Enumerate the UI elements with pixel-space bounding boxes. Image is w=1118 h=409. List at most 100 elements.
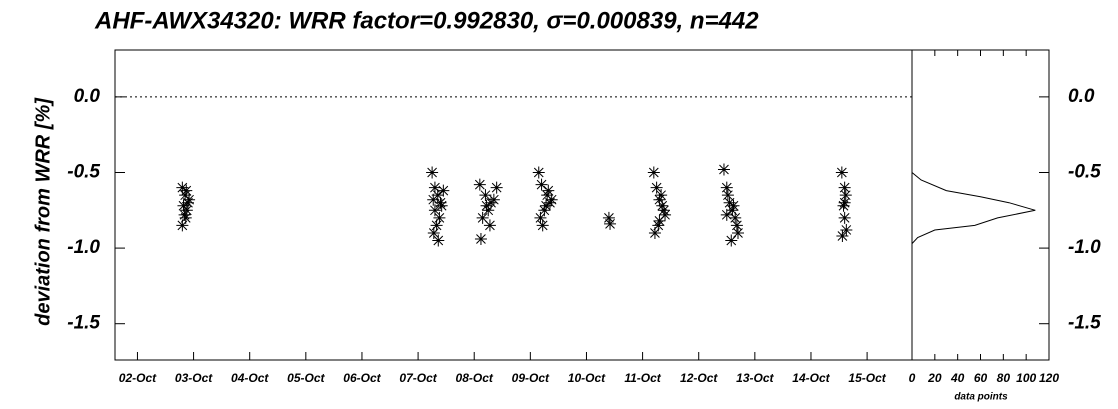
data-point — [538, 204, 551, 217]
data-point — [176, 181, 189, 194]
data-point — [657, 204, 670, 217]
x-tick-label: 100 — [1016, 371, 1036, 385]
x-tick-label: 15-Oct — [848, 371, 886, 385]
data-point — [543, 196, 556, 209]
data-point — [534, 211, 547, 224]
data-point — [428, 204, 441, 217]
data-point — [177, 199, 190, 212]
chart-title: AHF-AWX34320: WRR factor=0.992830, σ=0.0… — [94, 7, 759, 34]
data-point — [648, 226, 661, 239]
data-point — [435, 199, 448, 212]
x-tick-label: 60 — [974, 371, 988, 385]
data-point — [721, 189, 734, 202]
y-tick-label: 0.0 — [1068, 86, 1095, 107]
data-point — [650, 181, 663, 194]
data-point — [837, 199, 850, 212]
x-tick-label: 120 — [1039, 371, 1059, 385]
data-point — [427, 193, 440, 206]
data-point — [604, 217, 617, 230]
histogram-line — [911, 172, 1036, 244]
x-tick-label: 02-Oct — [119, 371, 157, 385]
data-point — [483, 219, 496, 232]
data-point — [431, 189, 444, 202]
data-point — [176, 219, 189, 232]
data-point — [838, 211, 851, 224]
data-point — [656, 199, 669, 212]
data-point — [532, 166, 545, 179]
histogram-frame — [911, 49, 1050, 361]
data-point — [540, 199, 553, 212]
data-point — [720, 208, 733, 221]
data-point — [180, 184, 193, 197]
data-point — [727, 199, 740, 212]
x-tick-label: 80 — [997, 371, 1011, 385]
data-point — [482, 204, 495, 217]
x-tick-label: 20 — [927, 371, 942, 385]
x-axis-label: data points — [954, 392, 1008, 403]
x-tick-label: 10-Oct — [568, 371, 606, 385]
data-point — [838, 181, 851, 194]
x-tick-label: 12-Oct — [680, 371, 718, 385]
data-point — [426, 166, 439, 179]
y-tick-label: -0.5 — [1068, 162, 1101, 183]
data-point — [545, 193, 558, 206]
data-point — [542, 184, 555, 197]
data-point — [653, 193, 666, 206]
x-tick-label: 03-Oct — [175, 371, 213, 385]
data-point — [720, 181, 733, 194]
data-point — [434, 196, 447, 209]
data-point — [178, 208, 191, 221]
x-tick-label: 40 — [950, 371, 965, 385]
data-point — [726, 204, 739, 217]
y-axis-label: deviation from WRR [%] — [32, 97, 54, 326]
data-point — [659, 208, 672, 221]
y-tick-label: -1.5 — [67, 313, 100, 334]
data-point — [432, 234, 445, 247]
x-tick-label: 0 — [909, 371, 916, 385]
data-point — [652, 219, 665, 232]
data-point — [839, 189, 852, 202]
data-point — [602, 211, 615, 224]
data-point — [535, 178, 548, 191]
x-tick-label: 04-Oct — [231, 371, 269, 385]
data-point — [647, 166, 660, 179]
data-point — [487, 193, 500, 206]
x-tick-label: 11-Oct — [624, 371, 661, 385]
data-point — [183, 193, 196, 206]
y-tick-label: -0.5 — [67, 162, 100, 183]
y-tick-label: 0.0 — [74, 86, 101, 107]
data-point — [725, 234, 738, 247]
data-point — [717, 163, 730, 176]
data-point — [655, 189, 668, 202]
data-point — [723, 196, 736, 209]
data-point — [730, 219, 743, 232]
data-point — [180, 204, 193, 217]
data-point — [541, 189, 554, 202]
data-point — [490, 181, 503, 194]
data-point — [473, 178, 486, 191]
plot-frame — [114, 49, 913, 361]
data-point — [433, 211, 446, 224]
data-point — [181, 196, 194, 209]
data-point — [479, 189, 492, 202]
x-tick-label: 08-Oct — [456, 371, 494, 385]
x-tick-label: 09-Oct — [512, 371, 550, 385]
x-tick-label: 14-Oct — [792, 371, 830, 385]
data-point — [428, 181, 441, 194]
data-point — [729, 211, 742, 224]
data-point — [838, 196, 851, 209]
x-tick-label: 07-Oct — [399, 371, 437, 385]
x-tick-label: 05-Oct — [287, 371, 325, 385]
data-point — [836, 230, 849, 242]
data-point — [427, 226, 440, 239]
y-tick-label: -1.5 — [1068, 313, 1101, 334]
data-point — [840, 223, 853, 236]
y-tick-label: -1.0 — [67, 237, 100, 258]
data-point — [835, 166, 848, 179]
data-point — [536, 219, 549, 232]
data-point — [476, 211, 489, 224]
y-tick-label: -1.0 — [1068, 237, 1101, 258]
data-point — [430, 219, 443, 232]
data-point — [474, 233, 487, 246]
